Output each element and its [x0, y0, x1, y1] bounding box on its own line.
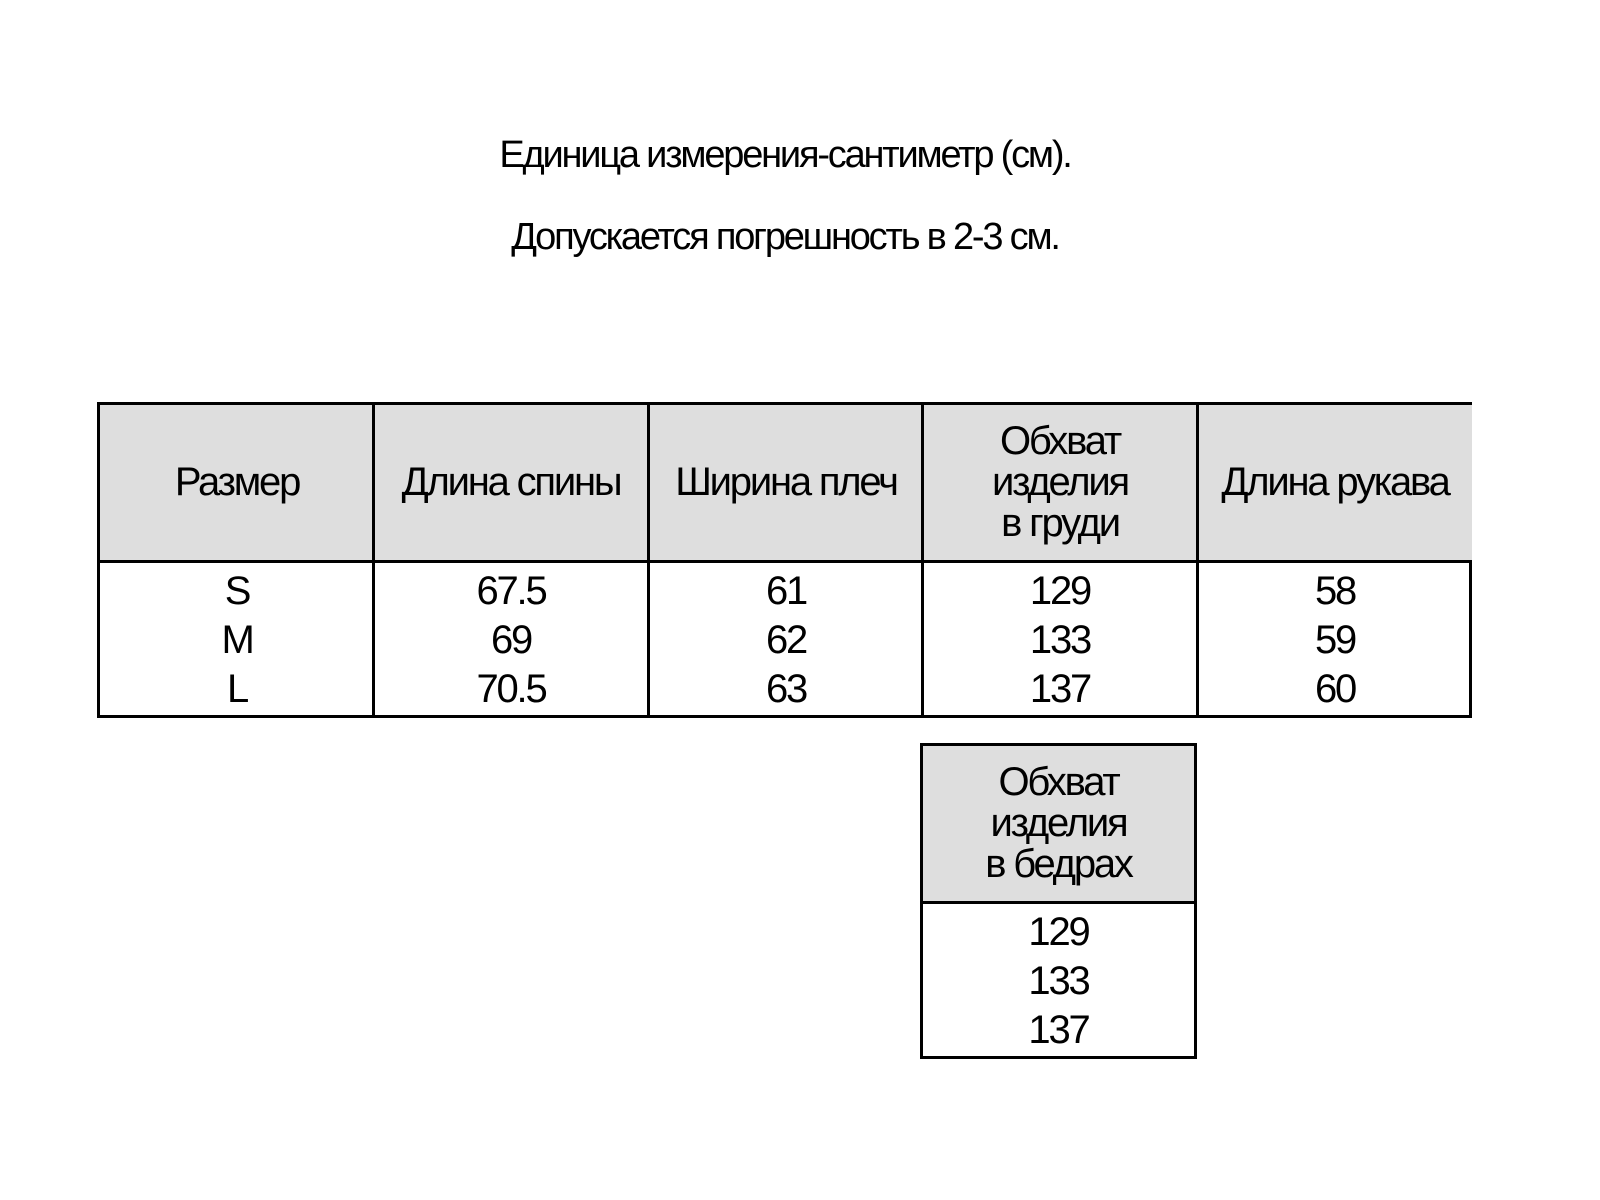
column-values-line: 59	[1314, 618, 1357, 662]
column-header: Обхват изделия в груди	[923, 405, 1197, 560]
column-header: Размер	[100, 405, 374, 560]
hip-header-line: Обхват	[998, 760, 1121, 804]
hip-values-line: 133	[1028, 959, 1090, 1003]
column-values-line: 62	[765, 618, 808, 662]
hip-header-line: изделия	[990, 801, 1128, 845]
column-values-line: 58	[1314, 569, 1357, 613]
size-table: Размер S M L Длина спины 67.5 69 70.5 Ширина пле…	[97, 402, 1472, 718]
column-header: Длина рукава	[1198, 405, 1472, 560]
hip-values-line: 137	[1028, 1008, 1090, 1052]
column-values-line: 69	[490, 618, 533, 662]
column-values-line: 67.5	[476, 569, 547, 613]
column-header-line: Размер	[174, 460, 301, 504]
hip-values: 129 133 137	[923, 904, 1194, 1059]
column-values: 58 59 60	[1198, 563, 1472, 718]
column-values-line: S	[224, 569, 252, 613]
column-header: Ширина плеч	[649, 405, 923, 560]
column-header-line: Ширина плеч	[675, 460, 899, 504]
column-values: 61 62 63	[649, 563, 923, 718]
header-divider	[923, 901, 1194, 904]
hip-header-line: в бедрах	[985, 842, 1134, 886]
column-header-line: Длина спины	[401, 460, 623, 504]
column-values-line: 70.5	[476, 667, 547, 711]
column-header-line: в груди	[1001, 501, 1121, 545]
column-values-line: 61	[765, 569, 808, 613]
column-values-line: M	[221, 618, 254, 662]
column-header-line: Обхват	[1000, 419, 1122, 463]
column-values-line: 60	[1314, 667, 1357, 711]
column-values-line: L	[226, 667, 249, 711]
hip-table: Обхват изделия в бедрах 129 133 137	[920, 743, 1197, 1059]
column-values: 67.5 69 70.5	[374, 563, 648, 718]
column-values-line: 133	[1029, 618, 1092, 662]
column-values-line: 129	[1029, 569, 1092, 613]
hip-values-line: 129	[1028, 910, 1090, 954]
column-header-line: Длина рукава	[1221, 460, 1450, 504]
column-values-line: 63	[765, 667, 808, 711]
column-values: 129 133 137	[923, 563, 1197, 718]
column-values-line: 137	[1029, 667, 1092, 711]
column-header-line: изделия	[991, 460, 1130, 504]
header-divider	[100, 560, 1469, 563]
unit-note: Единица измерения-сантиметр (см).	[499, 134, 1072, 176]
column-header: Длина спины	[374, 405, 648, 560]
hip-header: Обхват изделия в бедрах	[923, 746, 1194, 901]
tolerance-note: Допускается погрешность в 2-3 см.	[511, 216, 1061, 258]
